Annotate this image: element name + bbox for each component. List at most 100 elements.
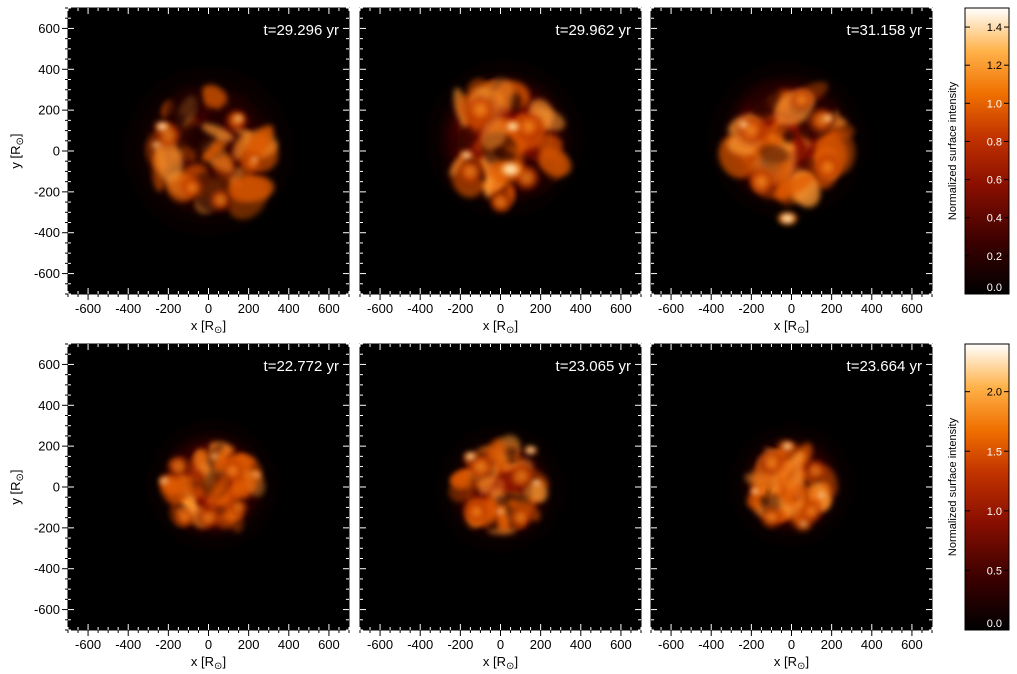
axis-ticks xyxy=(650,343,933,636)
star-surface-image xyxy=(435,69,574,215)
axis-ticks xyxy=(62,343,350,636)
colorbar-label: Normalized surface intensity xyxy=(947,81,959,220)
x-tick-label: -400 xyxy=(407,301,433,316)
time-label: t=29.962 yr xyxy=(556,22,631,39)
x-tick-label: 400 xyxy=(278,637,300,652)
x-tick-label: -400 xyxy=(115,301,141,316)
y-axis-label: y [R⊙] xyxy=(8,469,26,504)
x-tick-label: 600 xyxy=(318,637,340,652)
x-tick-label: 400 xyxy=(570,637,592,652)
x-tick-label: -600 xyxy=(658,301,684,316)
intensity-panel: -600 -400 -200 0 200 400 600 -600 -400 -200 0 200 40… xyxy=(8,343,350,672)
y-tick-label: -400 xyxy=(34,225,60,240)
intensity-panel: -600 -400 -200 0 200 400 600 x [R⊙] t=31.158 yr xyxy=(650,7,933,336)
y-tick-label: -600 xyxy=(34,266,60,281)
x-tick-label: -400 xyxy=(698,301,724,316)
y-tick-label: 400 xyxy=(38,62,60,77)
x-tick-label: 0 xyxy=(788,301,795,316)
x-tick-label: -200 xyxy=(447,301,473,316)
time-label: t=31.158 yr xyxy=(847,22,922,39)
colorbar-tick-label: 1.2 xyxy=(987,60,1002,72)
x-tick-label: 0 xyxy=(497,301,504,316)
x-axis-label: x [R⊙] xyxy=(191,318,226,336)
x-tick-label: -200 xyxy=(155,301,181,316)
y-tick-label: -600 xyxy=(34,602,60,617)
x-tick-label: -600 xyxy=(75,301,101,316)
colorbar-tick-label: 1.4 xyxy=(987,22,1002,34)
y-tick-label: 600 xyxy=(38,357,60,372)
x-tick-label: -600 xyxy=(367,301,393,316)
y-tick-label: -200 xyxy=(34,184,60,199)
colorbar-tick-label: 0.2 xyxy=(987,251,1002,263)
y-tick-label: -200 xyxy=(34,520,60,535)
x-axis-label: x [R⊙] xyxy=(483,654,518,672)
x-tick-label: 400 xyxy=(861,637,883,652)
x-tick-label: -200 xyxy=(155,637,181,652)
x-tick-label: -600 xyxy=(658,637,684,652)
intensity-panel: -600 -400 -200 0 200 400 600 x [R⊙] t=23.065 yr xyxy=(359,343,642,672)
colorbar-tick-label: 0.6 xyxy=(987,175,1002,187)
x-tick-label: 200 xyxy=(821,301,843,316)
colorbar-tick-label: 0.8 xyxy=(987,136,1002,148)
time-label: t=23.664 yr xyxy=(847,358,922,375)
intensity-panel: -600 -400 -200 0 200 400 600 x [R⊙] t=29.962 yr xyxy=(359,7,642,336)
x-axis-label: x [R⊙] xyxy=(483,318,518,336)
star-surface-image xyxy=(448,435,552,540)
axis-ticks xyxy=(650,7,933,300)
x-tick-label: -600 xyxy=(75,637,101,652)
x-tick-label: 200 xyxy=(530,637,552,652)
time-label: t=22.772 yr xyxy=(264,358,339,375)
star-surface-image xyxy=(743,436,840,534)
time-label: t=29.296 yr xyxy=(264,22,339,39)
y-tick-label: 0 xyxy=(53,480,60,495)
x-tick-label: -400 xyxy=(115,637,141,652)
x-tick-label: -600 xyxy=(367,637,393,652)
x-tick-label: -400 xyxy=(407,637,433,652)
y-tick-label: 400 xyxy=(38,398,60,413)
star-surface-image xyxy=(132,74,285,228)
y-tick-label: 0 xyxy=(53,144,60,159)
x-axis-label: x [R⊙] xyxy=(191,654,226,672)
colorbar-tick-label: 1.0 xyxy=(987,506,1002,518)
intensity-panel: -600 -400 -200 0 200 400 600 -600 -400 -200 0 200 40… xyxy=(8,7,350,336)
colorbar: 0.0 0.2 0.4 0.6 0.8 1.0 1.2 1.4 Normalized surfa… xyxy=(947,7,1010,295)
x-tick-label: 600 xyxy=(318,301,340,316)
y-tick-label: 200 xyxy=(38,103,60,118)
x-tick-label: -200 xyxy=(738,637,764,652)
x-axis-label: x [R⊙] xyxy=(774,318,809,336)
y-axis-label: y [R⊙] xyxy=(8,133,26,168)
intensity-panel: -600 -400 -200 0 200 400 600 x [R⊙] t=23.664 yr xyxy=(650,343,933,672)
y-tick-label: 200 xyxy=(38,439,60,454)
colorbar-tick-label: 1.0 xyxy=(987,98,1002,110)
x-tick-label: 0 xyxy=(497,637,504,652)
time-label: t=23.065 yr xyxy=(556,358,631,375)
colorbar-label: Normalized surface intensity xyxy=(947,417,959,556)
star-surface-image xyxy=(158,431,266,539)
x-tick-label: 0 xyxy=(205,637,212,652)
colorbar: 0.0 0.5 1.0 1.5 2.0 Normalized surface intens… xyxy=(947,343,1010,631)
colorbar-gradient xyxy=(964,343,1010,631)
x-tick-label: 600 xyxy=(901,301,923,316)
axis-ticks xyxy=(359,7,642,300)
colorbar-tick-label: 2.0 xyxy=(987,387,1002,399)
x-tick-label: 0 xyxy=(205,301,212,316)
axis-ticks xyxy=(62,7,350,300)
x-tick-label: 600 xyxy=(610,637,632,652)
colorbar-gradient xyxy=(964,7,1010,295)
x-tick-label: -200 xyxy=(738,301,764,316)
x-tick-label: 600 xyxy=(610,301,632,316)
colorbar-tick-label: 0.0 xyxy=(987,282,1002,294)
x-tick-label: 400 xyxy=(278,301,300,316)
colorbar-tick-label: 0.5 xyxy=(987,565,1002,577)
colorbar-tick-label: 0.0 xyxy=(987,618,1002,630)
x-tick-label: 200 xyxy=(821,637,843,652)
x-tick-label: 400 xyxy=(861,301,883,316)
x-tick-label: 200 xyxy=(238,637,260,652)
x-tick-label: -400 xyxy=(698,637,724,652)
x-tick-label: 400 xyxy=(570,301,592,316)
x-tick-label: 600 xyxy=(901,637,923,652)
x-tick-label: 200 xyxy=(238,301,260,316)
x-axis-label: x [R⊙] xyxy=(774,654,809,672)
colorbar-tick-label: 1.5 xyxy=(987,446,1002,458)
